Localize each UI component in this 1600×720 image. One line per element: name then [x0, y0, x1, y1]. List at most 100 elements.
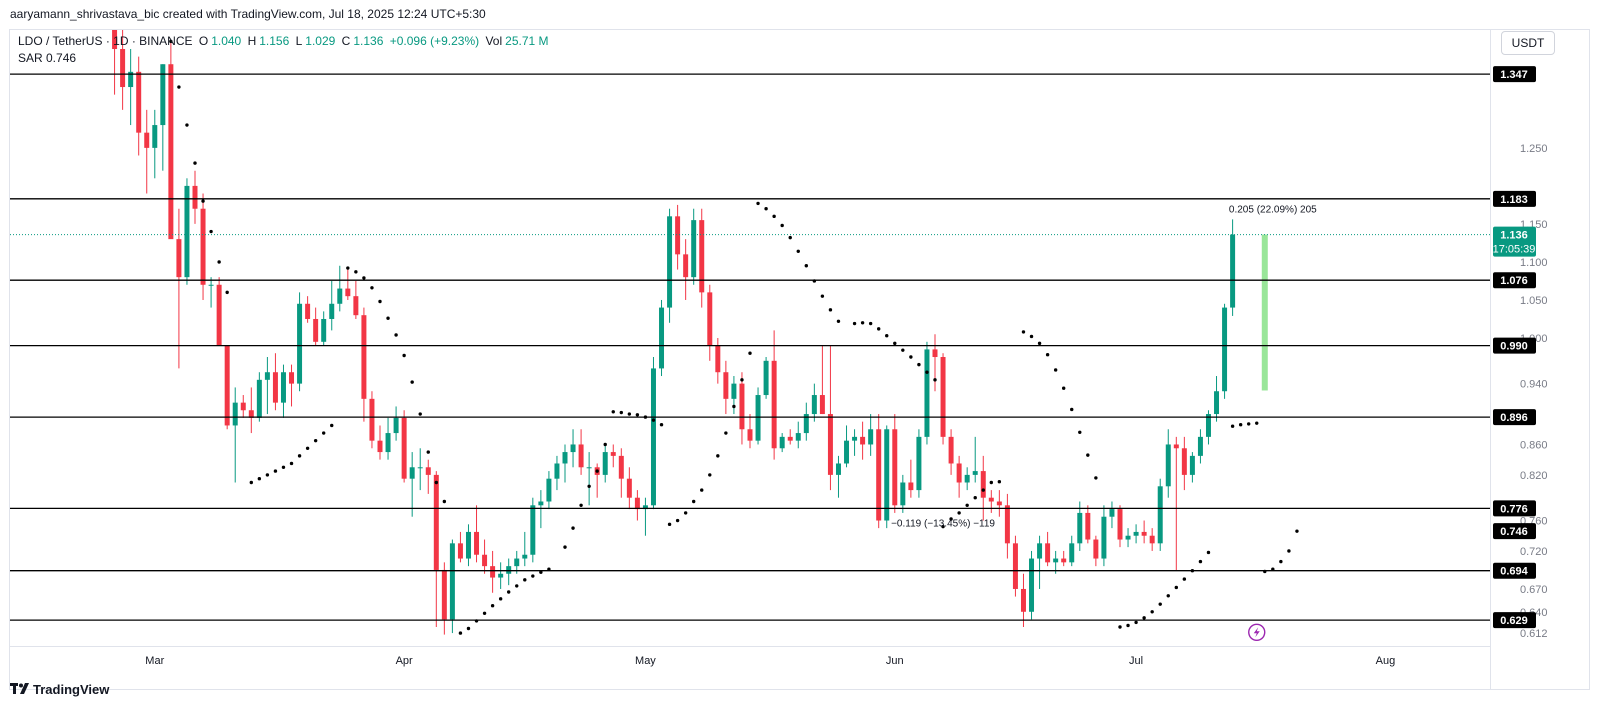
candle [683, 239, 689, 300]
legend-low-label: L [295, 34, 303, 48]
currency-button[interactable]: USDT [1501, 31, 1555, 55]
candle [892, 414, 898, 513]
candle-body [932, 349, 938, 358]
candle [433, 471, 439, 627]
sar-dot [732, 404, 736, 409]
candle [996, 490, 1002, 517]
candle [731, 376, 737, 415]
candle-body [1133, 531, 1139, 536]
candle [594, 463, 600, 498]
candle-body [884, 429, 890, 521]
candle-body [530, 505, 536, 555]
candle [723, 360, 729, 415]
candle-body [514, 558, 520, 567]
candle-body [554, 463, 560, 479]
sar-dot [868, 321, 873, 326]
sar-dot [852, 321, 857, 326]
sar-dot [402, 353, 406, 358]
sar-dot [1255, 421, 1259, 425]
sar-dot [1182, 577, 1187, 581]
candle [610, 444, 616, 468]
sar-dot [442, 499, 447, 504]
candle-body [650, 368, 656, 506]
candle [457, 531, 463, 563]
candle-body [795, 433, 801, 441]
legend-symbol[interactable]: LDO / TetherUS · 1D · BINANCE [18, 34, 193, 48]
y-tick-label: 1.250 [1520, 143, 1548, 155]
candle-body [377, 440, 383, 453]
candle [280, 364, 286, 418]
y-tick-label: 0.720 [1520, 546, 1548, 558]
sar-dot [1094, 476, 1098, 480]
candle-body [868, 429, 874, 445]
candle-body [433, 474, 439, 570]
sar-dot [603, 442, 607, 447]
time-axis-divider [9, 646, 1490, 647]
candle [1133, 524, 1139, 544]
candle [980, 455, 986, 521]
candle-body [1165, 444, 1171, 487]
sar-dot [1174, 585, 1179, 590]
candle [297, 292, 303, 392]
candle [835, 455, 841, 498]
candle-body [562, 452, 568, 464]
candle [1157, 478, 1163, 551]
candle [136, 56, 142, 156]
candle-body [940, 357, 946, 437]
candle [168, 41, 174, 240]
svg-text:0.629: 0.629 [1500, 615, 1528, 627]
candle-body [779, 436, 785, 449]
candle [860, 421, 866, 460]
sar-dot [1206, 550, 1211, 555]
candle-body [1093, 539, 1099, 559]
x-tick-label: Aug [1376, 655, 1396, 667]
sar-dot [113, 9, 116, 12]
sar-dot [997, 480, 1002, 484]
tradingview-logo-icon [10, 682, 30, 697]
candle-body [980, 471, 986, 498]
candle-body [224, 345, 230, 426]
candle-body [787, 436, 793, 441]
sar-dot [700, 488, 704, 492]
sar-dot [1053, 368, 1058, 372]
legend-sar[interactable]: SAR 0.746 [18, 51, 77, 65]
candle [755, 387, 761, 445]
candle-body [755, 395, 761, 441]
y-tick-label: 1.100 [1520, 257, 1548, 269]
sar-dot [506, 590, 511, 594]
candle [474, 505, 480, 563]
candle [329, 280, 335, 331]
candle [972, 436, 978, 483]
candle [1037, 535, 1043, 589]
sar-dot [973, 496, 977, 500]
candle-body [192, 185, 198, 209]
sar-dot [1078, 430, 1082, 435]
candle-body [313, 318, 319, 342]
candle-body [465, 531, 471, 559]
candle [321, 311, 327, 346]
sar-dot [595, 469, 599, 473]
sar-dot [635, 413, 640, 417]
candle-body [441, 569, 447, 620]
candle-body [731, 383, 737, 399]
candle [1141, 520, 1147, 544]
candle [152, 109, 158, 179]
candle [1149, 528, 1155, 551]
legend-volume: 25.71 M [505, 34, 549, 48]
svg-text:0.990: 0.990 [1500, 341, 1528, 353]
level-price-label: 1.347 [1493, 66, 1536, 83]
candle-body [747, 429, 753, 441]
candle-body [844, 440, 850, 464]
sar-dot [716, 454, 720, 458]
y-tick-label: 0.612 [1520, 628, 1548, 640]
level-price-label: 0.629 [1493, 612, 1536, 629]
sar-dot [362, 276, 366, 280]
candle-body [1069, 543, 1075, 563]
legend-volume-label: Vol [485, 34, 503, 48]
candle [120, 30, 126, 110]
candle-body [1117, 509, 1123, 540]
candle-body [216, 284, 222, 346]
candle-body [1189, 455, 1195, 475]
sar-dot [1287, 549, 1291, 553]
